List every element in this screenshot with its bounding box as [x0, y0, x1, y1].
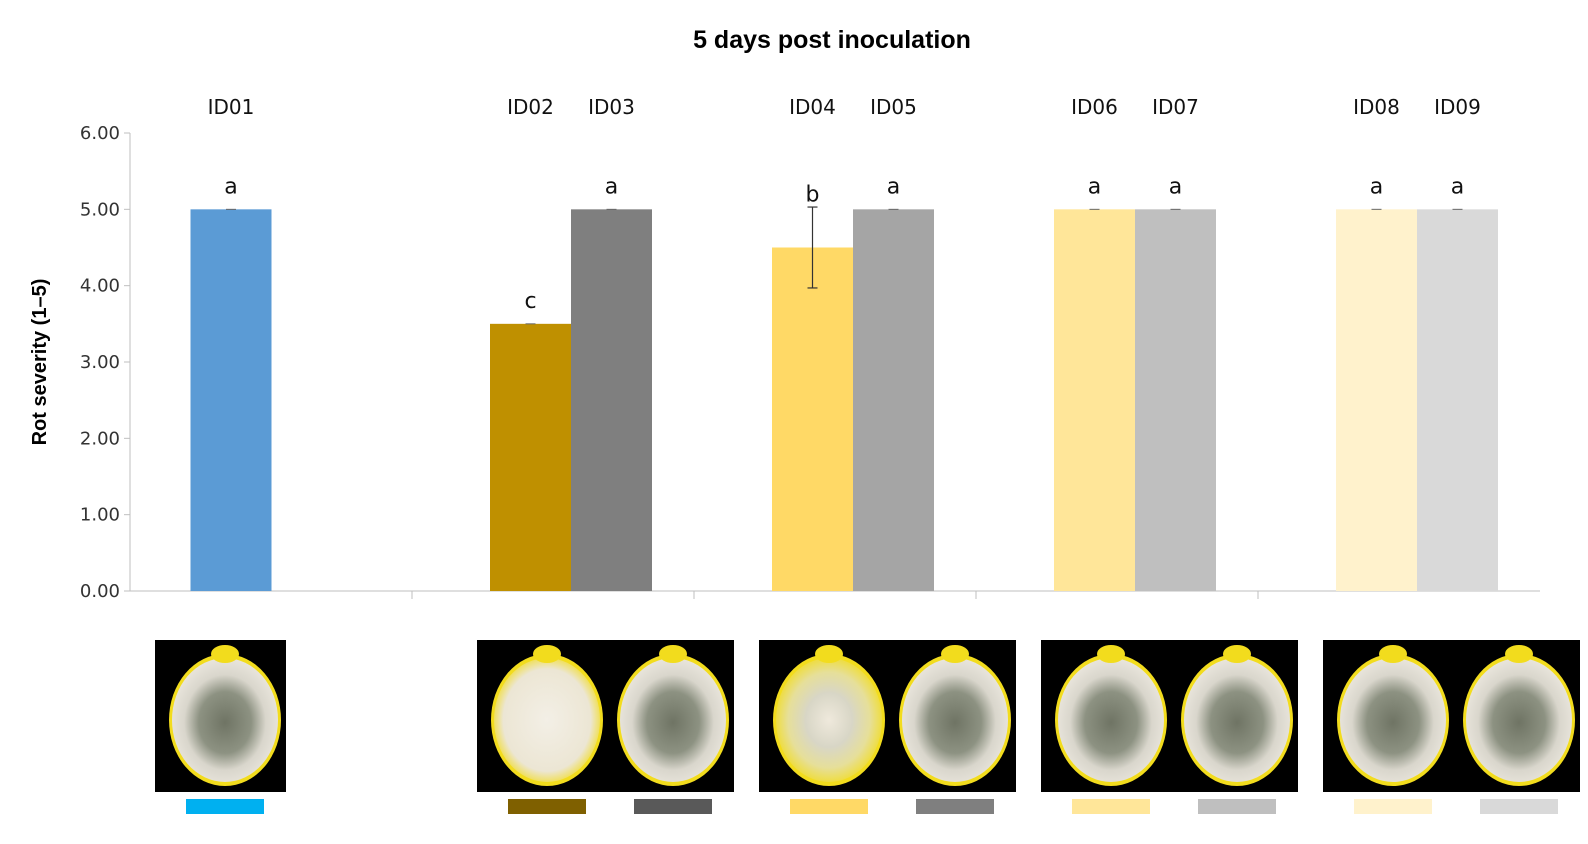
lemon-mold — [1058, 658, 1164, 782]
bar-id-label: ID03 — [588, 95, 635, 119]
color-swatch — [508, 799, 586, 814]
bar-id-label: ID07 — [1152, 95, 1199, 119]
bar-id-label: ID01 — [208, 95, 255, 119]
lemon-mold — [1466, 658, 1572, 782]
bar-id-label: ID06 — [1071, 95, 1118, 119]
lemon-tip — [941, 645, 969, 663]
axes: 0.00 1.00 2.00 3.00 4.00 5.00 6.00 — [80, 123, 1540, 602]
significance-letter: a — [1451, 174, 1464, 199]
bar — [571, 209, 652, 592]
y-tick-label: 5.00 — [80, 199, 120, 220]
bar-id-label: ID04 — [789, 95, 836, 119]
significance-letter: a — [224, 174, 237, 199]
chart-title: 5 days post inoculation — [693, 26, 971, 54]
lemon-mold — [902, 658, 1008, 782]
lemon-mold — [1340, 658, 1446, 782]
lemon-mold — [1184, 658, 1290, 782]
y-tick-label: 3.00 — [80, 352, 120, 373]
color-swatch — [1354, 799, 1432, 814]
significance-letter: a — [1370, 174, 1383, 199]
y-tick-label: 6.00 — [80, 123, 120, 144]
color-swatch — [790, 799, 868, 814]
lemon-tip — [659, 645, 687, 663]
bar — [190, 209, 272, 592]
bar-id-label: ID08 — [1353, 95, 1400, 119]
color-swatch — [1198, 799, 1276, 814]
lemon-tip — [1379, 645, 1407, 663]
color-swatch — [1480, 799, 1558, 814]
lemon-tip — [211, 645, 239, 663]
bar-labels: a ID01 c ID02 a ID03 b ID04 a ID05 a ID06 a ID07 a ID08… — [208, 95, 1481, 314]
lemon-mold — [620, 658, 726, 782]
lemon-mold — [776, 658, 882, 782]
significance-letter: a — [1169, 174, 1182, 199]
bar — [1336, 209, 1417, 592]
bar — [490, 323, 571, 591]
lemon-mold — [494, 658, 600, 782]
bar — [1135, 209, 1216, 592]
bars — [190, 206, 1498, 592]
bar-id-label: ID02 — [507, 95, 554, 119]
significance-letter: a — [887, 174, 900, 199]
y-tick-label: 0.00 — [80, 581, 120, 602]
lemon-photos — [155, 640, 1580, 792]
y-axis-label: Rot severity (1–5) — [29, 279, 51, 446]
y-tick-label: 2.00 — [80, 428, 120, 449]
lemon-tip — [1223, 645, 1251, 663]
bar — [1417, 209, 1498, 592]
bar — [853, 209, 934, 592]
y-tick-label: 1.00 — [80, 505, 120, 526]
color-swatch — [186, 799, 264, 814]
lemon-tip — [1505, 645, 1533, 663]
color-swatch — [916, 799, 994, 814]
lemon-tip — [1097, 645, 1125, 663]
bar-id-label: ID05 — [870, 95, 917, 119]
bar-id-label: ID09 — [1434, 95, 1481, 119]
significance-letter: b — [806, 183, 820, 208]
color-swatch — [1072, 799, 1150, 814]
significance-letter: c — [524, 289, 536, 314]
significance-letter: a — [605, 174, 618, 199]
y-tick-label: 4.00 — [80, 276, 120, 297]
lemon-tip — [533, 645, 561, 663]
bar — [1054, 209, 1135, 592]
lemon-mold — [172, 658, 278, 782]
color-swatch — [634, 799, 712, 814]
color-swatches — [186, 799, 1558, 814]
lemon-tip — [815, 645, 843, 663]
significance-letter: a — [1088, 174, 1101, 199]
bar — [772, 247, 853, 591]
